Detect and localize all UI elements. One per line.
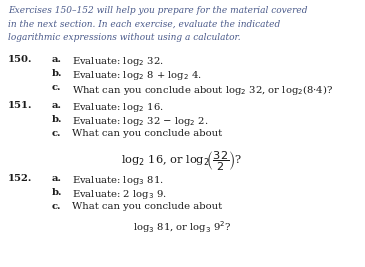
Text: Exercises 150–152 will help you prepare for the material covered: Exercises 150–152 will help you prepare … xyxy=(8,6,307,15)
Text: log$_3$ 81, or log$_3$ 9$^2$?: log$_3$ 81, or log$_3$ 9$^2$? xyxy=(133,219,231,235)
Text: b.: b. xyxy=(52,115,62,124)
Text: 151.: 151. xyxy=(8,101,32,110)
Text: Evaluate: 2 log$_3$ 9.: Evaluate: 2 log$_3$ 9. xyxy=(72,188,167,201)
Text: c.: c. xyxy=(52,202,61,211)
Text: a.: a. xyxy=(52,54,62,64)
Text: Evaluate: log$_2$ 32 $-$ log$_2$ 2.: Evaluate: log$_2$ 32 $-$ log$_2$ 2. xyxy=(72,115,208,128)
Text: in the next section. In each exercise, evaluate the indicated: in the next section. In each exercise, e… xyxy=(8,19,280,29)
Text: logarithmic expressions without using a calculator.: logarithmic expressions without using a … xyxy=(8,33,241,42)
Text: b.: b. xyxy=(52,69,62,78)
Text: Evaluate: log$_2$ 8 + log$_2$ 4.: Evaluate: log$_2$ 8 + log$_2$ 4. xyxy=(72,69,202,82)
Text: c.: c. xyxy=(52,129,61,138)
Text: 152.: 152. xyxy=(8,174,32,183)
Text: What can you conclude about: What can you conclude about xyxy=(72,129,222,138)
Text: a.: a. xyxy=(52,101,62,110)
Text: Evaluate: log$_2$ 32.: Evaluate: log$_2$ 32. xyxy=(72,54,164,68)
Text: a.: a. xyxy=(52,174,62,183)
Text: What can you conclude about: What can you conclude about xyxy=(72,202,222,211)
Text: b.: b. xyxy=(52,188,62,197)
Text: Evaluate: log$_2$ 16.: Evaluate: log$_2$ 16. xyxy=(72,101,164,114)
Text: log$_2$ 16, or log$_2$$\!\left(\dfrac{32}{2}\right)$?: log$_2$ 16, or log$_2$$\!\left(\dfrac{32… xyxy=(121,150,243,173)
Text: What can you conclude about log$_2$ 32, or log$_2$(8$\cdot$4)?: What can you conclude about log$_2$ 32, … xyxy=(72,83,333,97)
Text: Evaluate: log$_3$ 81.: Evaluate: log$_3$ 81. xyxy=(72,174,164,187)
Text: c.: c. xyxy=(52,83,61,92)
Text: 150.: 150. xyxy=(8,54,32,64)
